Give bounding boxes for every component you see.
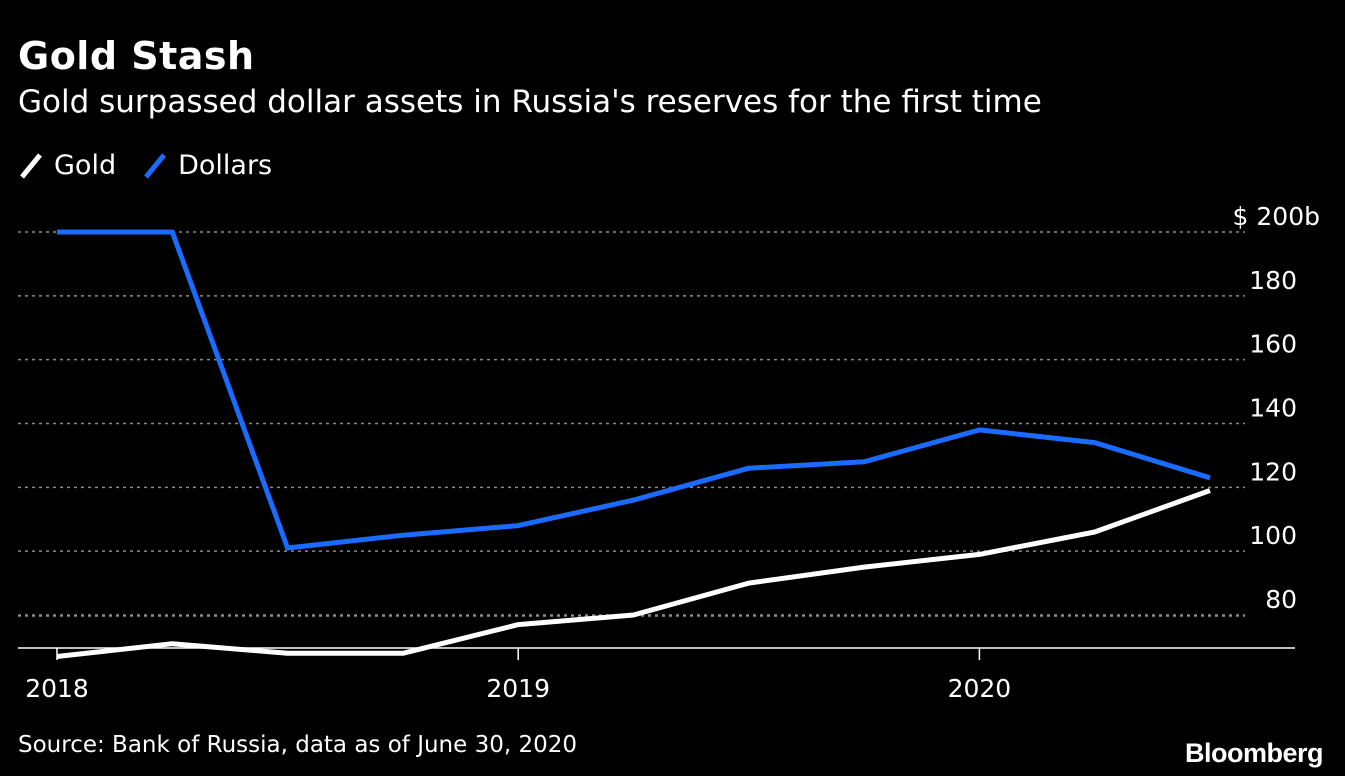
x-tick-label-2020: 2020 bbox=[948, 674, 1012, 703]
y-tick-label-100: 100 bbox=[1249, 521, 1297, 550]
y-tick-label-140: 140 bbox=[1249, 394, 1297, 423]
series-line-gold bbox=[56, 488, 1211, 659]
legend-label-gold: Gold bbox=[54, 150, 117, 181]
source-note: Source: Bank of Russia, data as of June … bbox=[18, 732, 578, 758]
y-tick-label-160: 160 bbox=[1249, 330, 1297, 359]
y-tick-label-120: 120 bbox=[1249, 457, 1297, 486]
y-tick-label-200: $ 200b bbox=[1233, 202, 1320, 231]
y-tick-label-180: 180 bbox=[1249, 266, 1297, 295]
chart-title: Gold Stash bbox=[18, 34, 255, 78]
x-tick-label-2018: 2018 bbox=[25, 674, 89, 703]
bloomberg-logo: Bloomberg bbox=[1184, 738, 1324, 768]
chart-subtitle: Gold surpassed dollar assets in Russia's… bbox=[18, 84, 1042, 120]
legend-label-dollars: Dollars bbox=[178, 150, 273, 181]
legend: Gold Dollars bbox=[18, 150, 298, 181]
legend-item-dollars: Dollars bbox=[142, 150, 272, 181]
x-tick-label-2019: 2019 bbox=[486, 674, 550, 703]
legend-item-gold: Gold bbox=[18, 150, 116, 181]
y-tick-label-80: 80 bbox=[1265, 585, 1297, 614]
legend-swatch-dollars bbox=[144, 152, 167, 179]
legend-swatch-gold bbox=[20, 152, 42, 179]
series-line-dollars bbox=[57, 229, 1211, 551]
